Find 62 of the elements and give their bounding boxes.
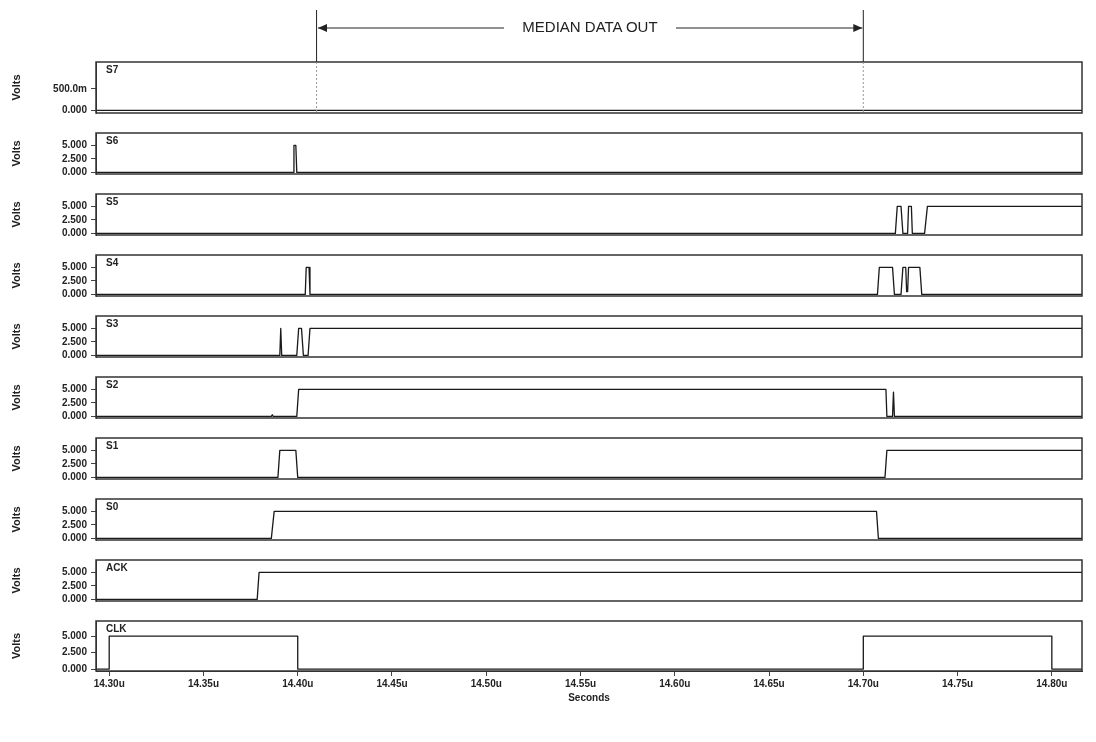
y-tick-label: 5.000 — [61, 629, 88, 641]
y-tick-label: 0.000 — [61, 662, 88, 674]
y-tick-label: 0.000 — [61, 104, 88, 116]
y-tick-label: 2.500 — [61, 213, 88, 225]
y-tick-label: 0.000 — [61, 471, 88, 483]
x-tick-label: 14.35u — [187, 677, 220, 689]
y-tick-label: 2.500 — [61, 579, 88, 591]
x-axis-title: Seconds — [568, 691, 611, 703]
y-tick-label: 5.000 — [61, 139, 88, 151]
text: S6 — [106, 134, 119, 146]
text: S3 — [106, 317, 119, 329]
y-tick-label: 5.000 — [61, 200, 88, 212]
y-axis-title: Volts — [9, 140, 22, 167]
y-axis-title: Volts — [9, 567, 22, 594]
y-axis-title: Volts — [9, 201, 22, 228]
text: S7 — [106, 63, 119, 75]
y-axis-title: Volts — [9, 323, 22, 350]
y-tick-label: 500.0m — [53, 82, 88, 94]
y-tick-label: 0.000 — [61, 532, 88, 544]
y-tick-label: 2.500 — [61, 518, 88, 530]
y-tick-label: 0.000 — [61, 166, 88, 178]
y-tick-label: 5.000 — [61, 261, 88, 273]
y-axis-title: Volts — [9, 262, 22, 289]
text: S5 — [106, 195, 119, 207]
y-tick-label: 2.500 — [61, 152, 88, 164]
x-tick-label: 14.70u — [847, 677, 879, 689]
series-label: CLK — [106, 622, 128, 634]
y-axis-title: Volts — [9, 74, 22, 101]
y-tick-label: 5.000 — [61, 322, 88, 334]
text: S0 — [106, 500, 119, 512]
y-tick-label: 0.000 — [61, 227, 88, 239]
y-tick-label: 5.000 — [61, 566, 88, 578]
y-tick-label: 2.500 — [61, 274, 88, 286]
y-tick-label: 2.500 — [61, 396, 88, 408]
x-tick-label: 14.60u — [659, 677, 691, 689]
y-tick-label: 0.000 — [61, 288, 88, 300]
y-axis-title: Volts — [9, 384, 22, 411]
y-tick-label: 0.000 — [61, 410, 88, 422]
text: S2 — [106, 378, 119, 390]
x-tick-label: 14.50u — [470, 677, 502, 689]
x-tick-label: 14.45u — [376, 677, 408, 689]
y-axis-title: Volts — [9, 632, 22, 660]
y-tick-label: 0.000 — [61, 349, 88, 361]
y-tick-label: 2.500 — [61, 646, 88, 658]
x-tick-label: 14.75u — [942, 677, 974, 689]
x-tick-label: 14.40u — [282, 677, 314, 689]
y-tick-label: 0.000 — [61, 593, 88, 605]
y-tick-label: 5.000 — [61, 383, 88, 395]
x-tick-label: 14.80u — [1036, 677, 1068, 689]
y-tick-label: 5.000 — [61, 505, 88, 517]
text: S4 — [106, 256, 119, 268]
y-tick-label: 2.500 — [61, 457, 88, 469]
x-tick-label: 14.65u — [753, 677, 785, 689]
y-axis-title: Volts — [9, 445, 22, 472]
y-axis-title: Volts — [9, 506, 22, 533]
text: ACK — [106, 561, 129, 573]
x-tick-label: 14.30u — [93, 677, 125, 689]
y-tick-label: 2.500 — [61, 335, 88, 347]
text: S1 — [106, 439, 119, 451]
y-tick-label: 5.000 — [61, 444, 88, 456]
text: MEDIAN DATA OUT — [522, 18, 658, 36]
x-tick-label: 14.55u — [564, 677, 597, 689]
